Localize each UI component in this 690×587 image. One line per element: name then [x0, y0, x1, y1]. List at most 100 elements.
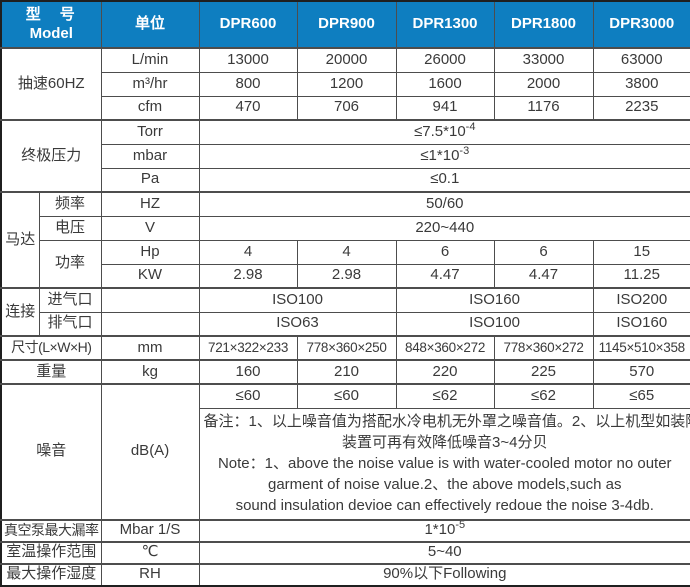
label-leak-rate: 真空泵最大漏率 [0, 518, 102, 542]
cell-noise-2: ≤62 [395, 383, 495, 409]
label-outlet: 排气口 [38, 311, 102, 337]
header-unit: 单位 [100, 0, 200, 49]
header-model-dpr600: DPR600 [198, 0, 298, 49]
unit-outlet-empty [100, 311, 200, 337]
unit-lmin: L/min [100, 47, 200, 73]
noise-note-cn-line2: 装置可再有效降低噪音3~4分贝 [342, 434, 548, 451]
cell-frequency-value: 50/60 [198, 191, 690, 217]
unit-hz: HZ [100, 191, 200, 217]
cell-pressure-mbar: ≤1*10-3 [198, 143, 690, 169]
cell-speed-m3hr-2: 1600 [395, 71, 495, 97]
label-inlet: 进气口 [38, 287, 102, 313]
cell-dim-4: 1145×510×358 [592, 335, 690, 361]
row-motor-frequency: 马达 频率 HZ 50/60 [0, 191, 690, 289]
cell-outlet-1: ISO100 [395, 311, 594, 337]
cell-hp-0: 4 [198, 239, 298, 265]
table-header-row: 型 号 Model 单位 DPR600 DPR900 DPR1300 DPR18… [0, 0, 690, 49]
header-model-dpr1300: DPR1300 [395, 0, 495, 49]
header-model-dpr900: DPR900 [296, 0, 397, 49]
unit-cfm: cfm [100, 95, 200, 121]
cell-speed-m3hr-4: 3800 [592, 71, 690, 97]
unit-hp: Hp [100, 239, 200, 265]
cell-hp-3: 6 [493, 239, 594, 265]
unit-mbar: mbar [100, 143, 200, 169]
cell-noise-note: 备注：1、以上噪音值为搭配水冷电机无外罩之噪音值。2、以上机型如装隔音 装置可再… [198, 407, 690, 520]
noise-note-en-line2: garment of noise value.2、the above model… [267, 476, 622, 493]
cell-kw-4: 11.25 [592, 263, 690, 289]
cell-speed-m3hr-3: 2000 [493, 71, 594, 97]
noise-note-en-line1: Note：1、above the noise value is with wat… [217, 455, 672, 472]
cell-inlet-1: ISO160 [395, 287, 594, 313]
header-model-dpr1800: DPR1800 [493, 0, 594, 49]
unit-torr: Torr [100, 119, 200, 145]
cell-inlet-0: ISO100 [198, 287, 397, 313]
row-speed-cfm: cfm 470 706 941 1176 2235 [1, 95, 690, 121]
row-speed-lmin: 抽速60HZ L/min 13000 20000 26000 33000 630… [0, 47, 690, 121]
cell-humidity: 90%以下Following [198, 562, 690, 586]
label-motor: 马达 [0, 191, 40, 289]
unit-kg: kg [100, 359, 200, 385]
cell-speed-cfm-1: 706 [296, 95, 397, 121]
cell-speed-cfm-3: 1176 [493, 95, 594, 121]
cell-speed-cfm-4: 2235 [592, 95, 690, 121]
cell-speed-lmin-2: 26000 [395, 47, 495, 73]
row-humidity: 最大操作湿度 RH 90%以下Following [0, 562, 690, 586]
pressure-mbar-base: ≤1*10 [420, 146, 460, 164]
label-power: 功率 [38, 239, 102, 289]
cell-dim-1: 778×360×250 [296, 335, 397, 361]
cell-speed-cfm-0: 470 [198, 95, 298, 121]
cell-pressure-torr: ≤7.5*10-4 [198, 119, 690, 145]
cell-noise-0: ≤60 [198, 383, 298, 409]
cell-speed-lmin-0: 13000 [198, 47, 298, 73]
label-humidity: 最大操作湿度 [0, 562, 102, 586]
cell-hp-2: 6 [395, 239, 495, 265]
cell-dim-0: 721×322×233 [198, 335, 298, 361]
cell-weight-4: 570 [592, 359, 690, 385]
row-motor-kw: KW 2.98 2.98 4.47 4.47 11.25 [1, 263, 690, 289]
cell-inlet-2: ISO200 [592, 287, 690, 313]
row-pressure-pa: Pa ≤0.1 [1, 167, 690, 193]
row-noise-values: 噪音 dB(A) ≤60 ≤60 ≤62 ≤62 ≤65 [0, 383, 690, 520]
label-noise: 噪音 [0, 383, 102, 520]
label-connection: 连接 [0, 287, 40, 337]
cell-noise-3: ≤62 [493, 383, 594, 409]
header-model-cn: 型 号 [25, 5, 77, 23]
cell-dim-2: 848×360×272 [395, 335, 495, 361]
label-voltage: 电压 [38, 215, 102, 241]
row-weight: 重量 kg 160 210 220 225 570 [0, 359, 690, 385]
unit-celsius: ℃ [100, 540, 200, 564]
unit-m3hr: m³/hr [100, 71, 200, 97]
unit-v: V [100, 215, 200, 241]
cell-weight-3: 225 [493, 359, 594, 385]
cell-noise-4: ≤65 [592, 383, 690, 409]
cell-hp-4: 15 [592, 239, 690, 265]
unit-mm: mm [100, 335, 200, 361]
label-dimensions: 尺寸(L×W×H) [0, 335, 102, 361]
cell-speed-m3hr-0: 800 [198, 71, 298, 97]
label-frequency: 频率 [38, 191, 102, 217]
row-pressure-torr: 终极压力 Torr ≤7.5*10-4 [0, 119, 690, 193]
pressure-torr-exponent: -4 [465, 120, 476, 133]
cell-weight-1: 210 [296, 359, 397, 385]
pressure-torr-base: ≤7.5*10 [414, 122, 466, 140]
header-model-dpr3000: DPR3000 [592, 0, 690, 49]
cell-voltage-value: 220~440 [198, 215, 690, 241]
row-temp-range: 室温操作范围 ℃ 5~40 [0, 540, 690, 564]
cell-hp-1: 4 [296, 239, 397, 265]
row-leak-rate: 真空泵最大漏率 Mbar 1/S 1*10-5 [0, 518, 690, 542]
cell-kw-1: 2.98 [296, 263, 397, 289]
label-weight: 重量 [0, 359, 102, 385]
noise-note-cn-line1: 备注：1、以上噪音值为搭配水冷电机无外罩之噪音值。2、以上机型如装隔音 [203, 413, 690, 430]
row-pressure-mbar: mbar ≤1*10-3 [1, 143, 690, 169]
unit-inlet-empty [100, 287, 200, 313]
cell-speed-lmin-3: 33000 [493, 47, 594, 73]
cell-outlet-0: ISO63 [198, 311, 397, 337]
label-temp-range: 室温操作范围 [0, 540, 102, 564]
cell-kw-2: 4.47 [395, 263, 495, 289]
cell-speed-lmin-4: 63000 [592, 47, 690, 73]
cell-weight-0: 160 [198, 359, 298, 385]
cell-noise-1: ≤60 [296, 383, 397, 409]
cell-kw-0: 2.98 [198, 263, 298, 289]
cell-dim-3: 778×360×272 [493, 335, 594, 361]
row-speed-m3hr: m³/hr 800 1200 1600 2000 3800 [1, 71, 690, 97]
